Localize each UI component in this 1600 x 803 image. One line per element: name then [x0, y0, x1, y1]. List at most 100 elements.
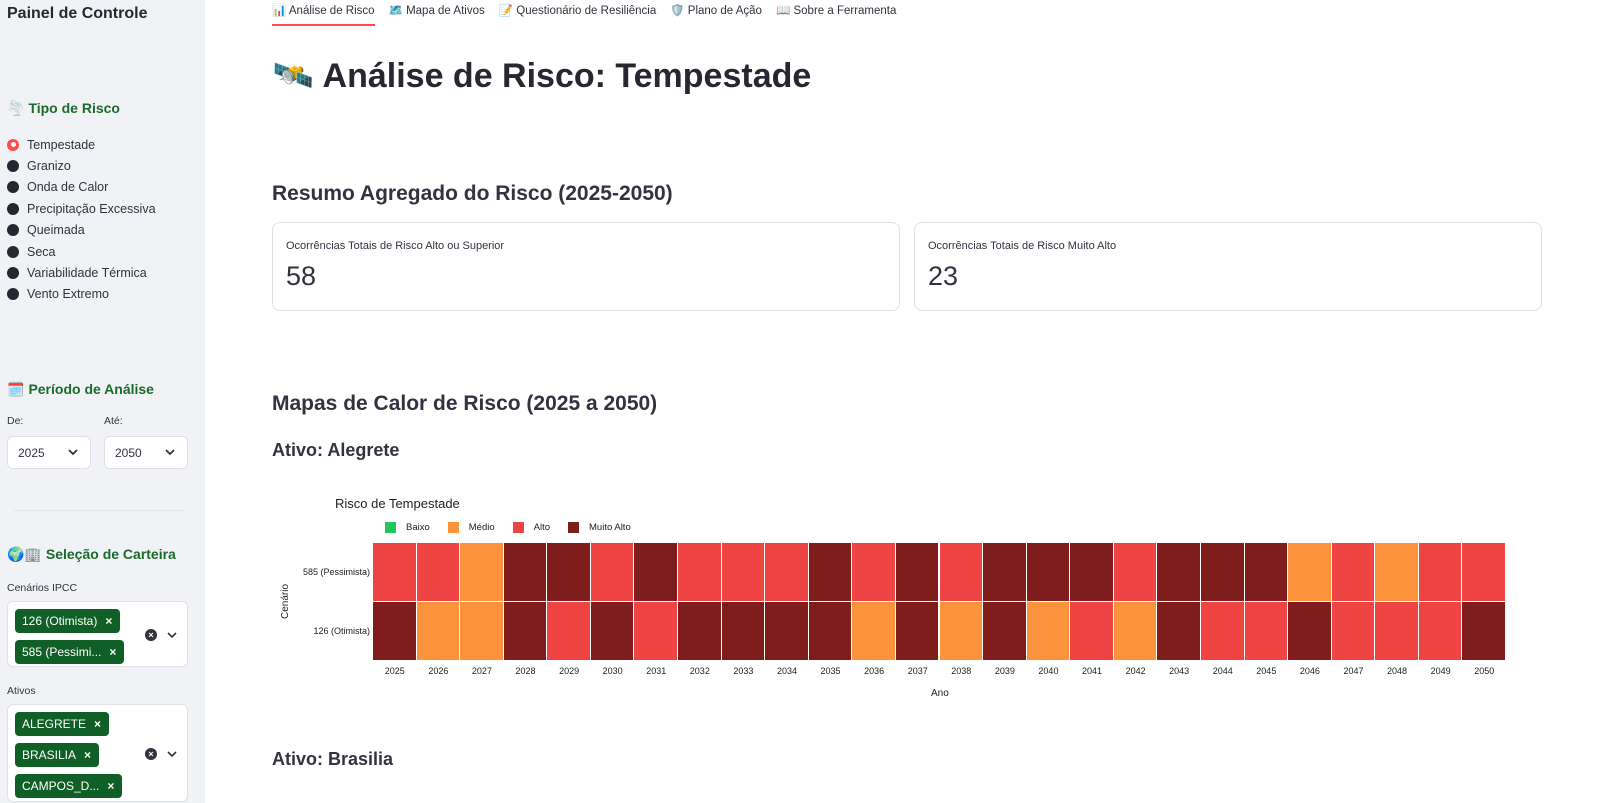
heatmap-cell[interactable]: [1331, 602, 1376, 661]
heatmap-cell[interactable]: [983, 602, 1027, 661]
heatmap-cell[interactable]: [721, 543, 766, 602]
scenario-tag[interactable]: 126 (Otimista) ×: [15, 609, 121, 633]
legend-label: Muito Alto: [589, 522, 631, 533]
clear-all-icon[interactable]: ×: [145, 748, 157, 760]
to-year-value: 2050: [115, 445, 142, 460]
tab-sobre[interactable]: 📖 Sobre a Ferramenta: [775, 5, 897, 17]
heatmap-cell[interactable]: [1462, 543, 1506, 602]
remove-tag-icon[interactable]: ×: [105, 614, 113, 628]
heatmap-cell[interactable]: [416, 602, 461, 661]
radio-vento-extremo[interactable]: Vento Extremo: [7, 284, 156, 305]
heatmap-cell[interactable]: [1200, 602, 1245, 661]
heatmap-cell[interactable]: [416, 543, 461, 602]
heatmap-cell[interactable]: [939, 543, 984, 602]
risk-heatmap-chart[interactable]: Risco de Tempestade Baixo Médio Alto Muito …: [272, 490, 1520, 710]
assets-multiselect[interactable]: ALEGRETE × BRASILIA × CAMPOS_D... × ×: [7, 704, 188, 802]
heatmap-cell[interactable]: [808, 602, 853, 661]
chevron-down-icon[interactable]: [166, 748, 178, 760]
radio-seca[interactable]: Seca: [7, 241, 156, 262]
heatmap-cell[interactable]: [721, 602, 766, 661]
heatmap-cell[interactable]: [1418, 543, 1463, 602]
chevron-down-icon[interactable]: [166, 629, 178, 641]
heatmap-cell[interactable]: [1244, 602, 1289, 661]
heatmap-cell[interactable]: [460, 543, 504, 602]
tab-plano-de-acao[interactable]: 🛡️ Plano de Ação: [670, 5, 762, 17]
radio-precipitacao-excessiva[interactable]: Precipitação Excessiva: [7, 198, 156, 219]
heatmap-cell[interactable]: [1113, 543, 1158, 602]
clear-all-icon[interactable]: ×: [145, 629, 157, 641]
asset-tag[interactable]: ALEGRETE ×: [15, 712, 110, 736]
legend-item-baixo[interactable]: Baixo: [385, 522, 430, 533]
radio-onda-de-calor[interactable]: Onda de Calor: [7, 177, 156, 198]
radio-granizo[interactable]: Granizo: [7, 155, 156, 176]
legend-item-muito_alto[interactable]: Muito Alto: [568, 522, 631, 533]
heatmap-cell[interactable]: [634, 543, 679, 602]
heatmap-cell[interactable]: [590, 602, 635, 661]
heatmap-cell[interactable]: [1331, 543, 1376, 602]
tab-analise-de-risco[interactable]: 📊 Análise de Risco: [272, 0, 375, 28]
map-icon: 🗺️: [388, 5, 403, 17]
heatmap-cell[interactable]: [1070, 602, 1114, 661]
heatmap-cell[interactable]: [765, 543, 809, 602]
heatmap-cell[interactable]: [1418, 602, 1463, 661]
globe-building-icon: 🌍🏢: [7, 546, 42, 562]
heatmap-cell[interactable]: [939, 602, 984, 661]
heatmap-cell[interactable]: [852, 602, 896, 661]
heatmap-cell[interactable]: [547, 602, 591, 661]
heatmap-cell[interactable]: [1026, 543, 1071, 602]
heatmap-cell[interactable]: [1244, 543, 1289, 602]
heatmap-cell[interactable]: [895, 543, 940, 602]
x-tick-label: 2027: [471, 666, 492, 676]
heatmap-cell[interactable]: [460, 602, 504, 661]
x-tick-label: 2028: [515, 666, 536, 676]
metric-value: 58: [286, 261, 317, 291]
from-year-select[interactable]: 2025: [7, 436, 91, 469]
heatmap-cell[interactable]: [1375, 543, 1419, 602]
legend-item-medio[interactable]: Médio: [447, 522, 495, 533]
tab-questionario[interactable]: 📝 Questionário de Resiliência: [498, 5, 657, 17]
heatmap-cell[interactable]: [1288, 602, 1332, 661]
remove-tag-icon[interactable]: ×: [84, 748, 92, 762]
radio-queimada[interactable]: Queimada: [7, 220, 156, 241]
legend-item-alto[interactable]: Alto: [512, 522, 550, 533]
heatmap-cell[interactable]: [983, 543, 1027, 602]
scenarios-label: Cenários IPCC: [7, 582, 78, 594]
heatmap-cell[interactable]: [895, 602, 940, 661]
heatmap-cell[interactable]: [373, 602, 417, 661]
heatmap-cell[interactable]: [678, 602, 722, 661]
heatmap-cell[interactable]: [678, 543, 722, 602]
heatmap-cell[interactable]: [547, 543, 591, 602]
heatmap-cell[interactable]: [1070, 543, 1114, 602]
remove-tag-icon[interactable]: ×: [109, 645, 117, 659]
sidebar-title: Painel de Controle: [7, 5, 148, 22]
radio-variabilidade-termica[interactable]: Variabilidade Térmica: [7, 262, 156, 283]
x-tick-label: 2029: [559, 666, 580, 676]
heatmap-cell[interactable]: [590, 543, 635, 602]
from-label: De:: [7, 415, 24, 427]
heatmap-cell[interactable]: [765, 602, 809, 661]
radio-tempestade[interactable]: Tempestade: [7, 134, 156, 155]
heatmap-cell[interactable]: [373, 543, 417, 602]
heatmap-cell[interactable]: [1157, 543, 1201, 602]
to-year-select[interactable]: 2050: [104, 436, 188, 469]
heatmap-cell[interactable]: [503, 602, 548, 661]
heatmap-cell[interactable]: [503, 543, 548, 602]
heatmap-cell[interactable]: [1462, 602, 1506, 661]
heatmap-cell[interactable]: [808, 543, 853, 602]
scenario-tag[interactable]: 585 (Pessimi... ×: [15, 640, 125, 664]
tab-mapa-de-ativos[interactable]: 🗺️ Mapa de Ativos: [388, 5, 485, 17]
heatmap-cell[interactable]: [1200, 543, 1245, 602]
scenarios-multiselect[interactable]: 126 (Otimista) × 585 (Pessimi... × ×: [7, 601, 188, 667]
y-axis-title: Cenário: [280, 583, 292, 620]
asset-tag[interactable]: BRASILIA ×: [15, 743, 100, 767]
asset-tag[interactable]: CAMPOS_D... ×: [15, 774, 123, 798]
heatmap-cell[interactable]: [1113, 602, 1158, 661]
heatmap-cell[interactable]: [1288, 543, 1332, 602]
heatmap-cell[interactable]: [852, 543, 896, 602]
heatmap-cell[interactable]: [1026, 602, 1071, 661]
remove-tag-icon[interactable]: ×: [94, 717, 102, 731]
remove-tag-icon[interactable]: ×: [107, 779, 115, 793]
heatmap-cell[interactable]: [1157, 602, 1201, 661]
heatmap-cell[interactable]: [634, 602, 679, 661]
heatmap-cell[interactable]: [1375, 602, 1419, 661]
